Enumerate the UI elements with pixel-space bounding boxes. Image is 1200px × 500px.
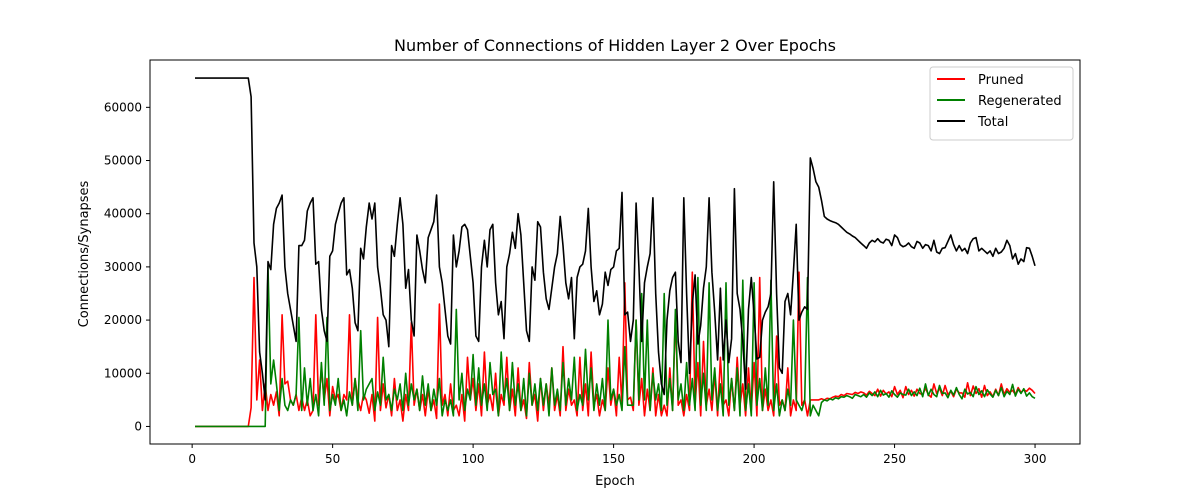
plot-frame bbox=[149, 59, 1081, 445]
legend-label-regenerated: Regenerated bbox=[978, 94, 1062, 109]
plot-area bbox=[195, 77, 1036, 428]
x-tick-label: 150 bbox=[602, 452, 625, 466]
x-tick-label: 200 bbox=[743, 452, 766, 466]
x-tick-label: 100 bbox=[462, 452, 485, 466]
y-tick-label: 30000 bbox=[104, 260, 142, 274]
y-tick-label: 50000 bbox=[104, 154, 142, 168]
chart-title: Number of Connections of Hidden Layer 2 … bbox=[394, 36, 836, 55]
y-tick-label: 10000 bbox=[104, 366, 142, 380]
legend-label-total: Total bbox=[977, 115, 1008, 130]
y-tick-label: 60000 bbox=[104, 100, 142, 114]
x-tick-label: 50 bbox=[325, 452, 340, 466]
x-axis: 0 50 100 150 200 250 300 bbox=[188, 444, 1046, 466]
y-tick-label: 0 bbox=[134, 419, 142, 433]
x-tick-label: 0 bbox=[188, 452, 196, 466]
x-tick-label: 300 bbox=[1024, 452, 1047, 466]
series-line-total bbox=[195, 77, 1036, 401]
series-line-regenerated bbox=[195, 266, 1036, 428]
legend-label-pruned: Pruned bbox=[978, 73, 1024, 88]
x-tick-label: 250 bbox=[883, 452, 906, 466]
y-tick-label: 40000 bbox=[104, 207, 142, 221]
legend-box bbox=[929, 66, 1074, 141]
y-axis-label: Connections/Synapses bbox=[77, 180, 92, 327]
y-tick-label: 20000 bbox=[104, 313, 142, 327]
series-line-pruned bbox=[195, 271, 1036, 428]
y-axis: 0 10000 20000 30000 40000 50000 60000 bbox=[104, 100, 150, 433]
x-axis-label: Epoch bbox=[595, 474, 635, 489]
legend: Pruned Regenerated Total bbox=[929, 66, 1074, 141]
